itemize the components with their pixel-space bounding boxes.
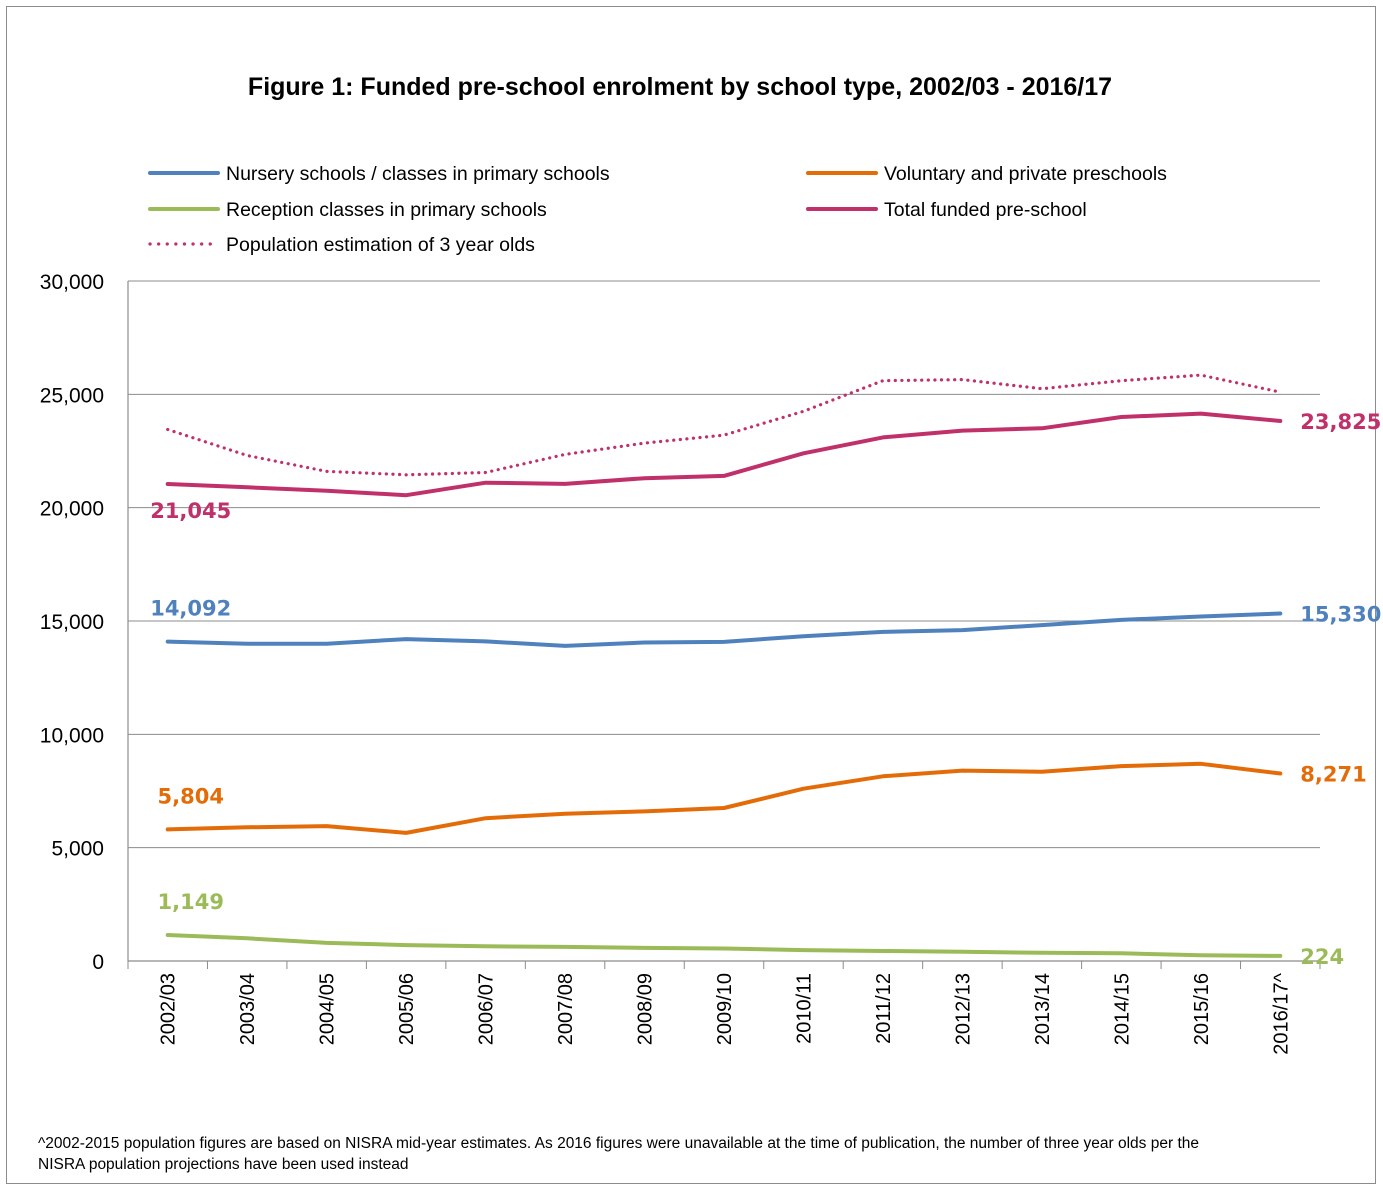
x-tick-label: 2007/08 xyxy=(555,973,577,1045)
data-label: 21,045 xyxy=(150,499,231,523)
x-tick-label: 2013/14 xyxy=(1032,973,1054,1045)
x-tick-label: 2015/16 xyxy=(1191,973,1213,1045)
legend-label: Reception classes in primary schools xyxy=(226,199,547,221)
series-line xyxy=(165,761,1283,835)
series-line xyxy=(165,933,1283,958)
y-tick-label: 5,000 xyxy=(51,838,104,861)
legend-label: Population estimation of 3 year olds xyxy=(226,234,535,256)
x-tick-label: 2016/17^ xyxy=(1270,972,1292,1054)
chart-frame xyxy=(6,6,1376,1184)
footnote: ^2002-2015 population figures are based … xyxy=(38,1135,1199,1173)
series-line xyxy=(165,411,1283,498)
x-tick-label: 2003/04 xyxy=(237,973,259,1045)
legend-label: Total funded pre-school xyxy=(884,199,1087,221)
x-tick-label: 2005/06 xyxy=(396,973,418,1045)
y-tick-label: 10,000 xyxy=(40,724,104,747)
data-label: 8,271 xyxy=(1300,763,1366,787)
x-tick-label: 2011/12 xyxy=(873,973,895,1044)
x-tick-label: 2004/05 xyxy=(317,973,339,1045)
chart-title: Figure 1: Funded pre-school enrolment by… xyxy=(247,73,1113,101)
series-line xyxy=(165,611,1283,648)
legend-label: Nursery schools / classes in primary sch… xyxy=(226,163,610,185)
legend: Nursery schools / classes in primary sch… xyxy=(148,163,1167,256)
x-tick-label: 2002/03 xyxy=(158,973,180,1045)
y-tick-label: 15,000 xyxy=(40,611,104,634)
axes: 0 5,000 10,000 15,000 20,000 25,000 30,000 2002… xyxy=(40,271,1321,1055)
data-label: 14,092 xyxy=(150,597,231,621)
x-tick-label: 2008/09 xyxy=(635,973,657,1045)
legend-label: Voluntary and private preschools xyxy=(884,163,1167,185)
data-label: 224 xyxy=(1300,945,1344,969)
data-label: 15,330 xyxy=(1300,603,1381,627)
series-lines xyxy=(165,373,1283,958)
data-labels: 14,092 15,330 5,804 8,271 1,149 224 21,045 23,8… xyxy=(150,410,1381,969)
x-tick-label: 2010/11 xyxy=(793,973,815,1044)
y-tick-label: 30,000 xyxy=(40,271,104,294)
y-tick-label: 25,000 xyxy=(40,384,104,407)
grid xyxy=(128,280,1320,849)
data-label: 5,804 xyxy=(158,784,224,808)
x-tick-label: 2012/13 xyxy=(952,973,974,1045)
y-tick-label: 0 xyxy=(92,951,104,974)
x-tick-label: 2014/15 xyxy=(1111,973,1133,1045)
x-tick-label: 2009/10 xyxy=(714,973,736,1045)
series-line xyxy=(166,373,1282,477)
y-tick-label: 20,000 xyxy=(40,498,104,521)
x-tick-label: 2006/07 xyxy=(476,973,498,1045)
data-label: 23,825 xyxy=(1300,410,1381,434)
data-label: 1,149 xyxy=(158,890,224,914)
